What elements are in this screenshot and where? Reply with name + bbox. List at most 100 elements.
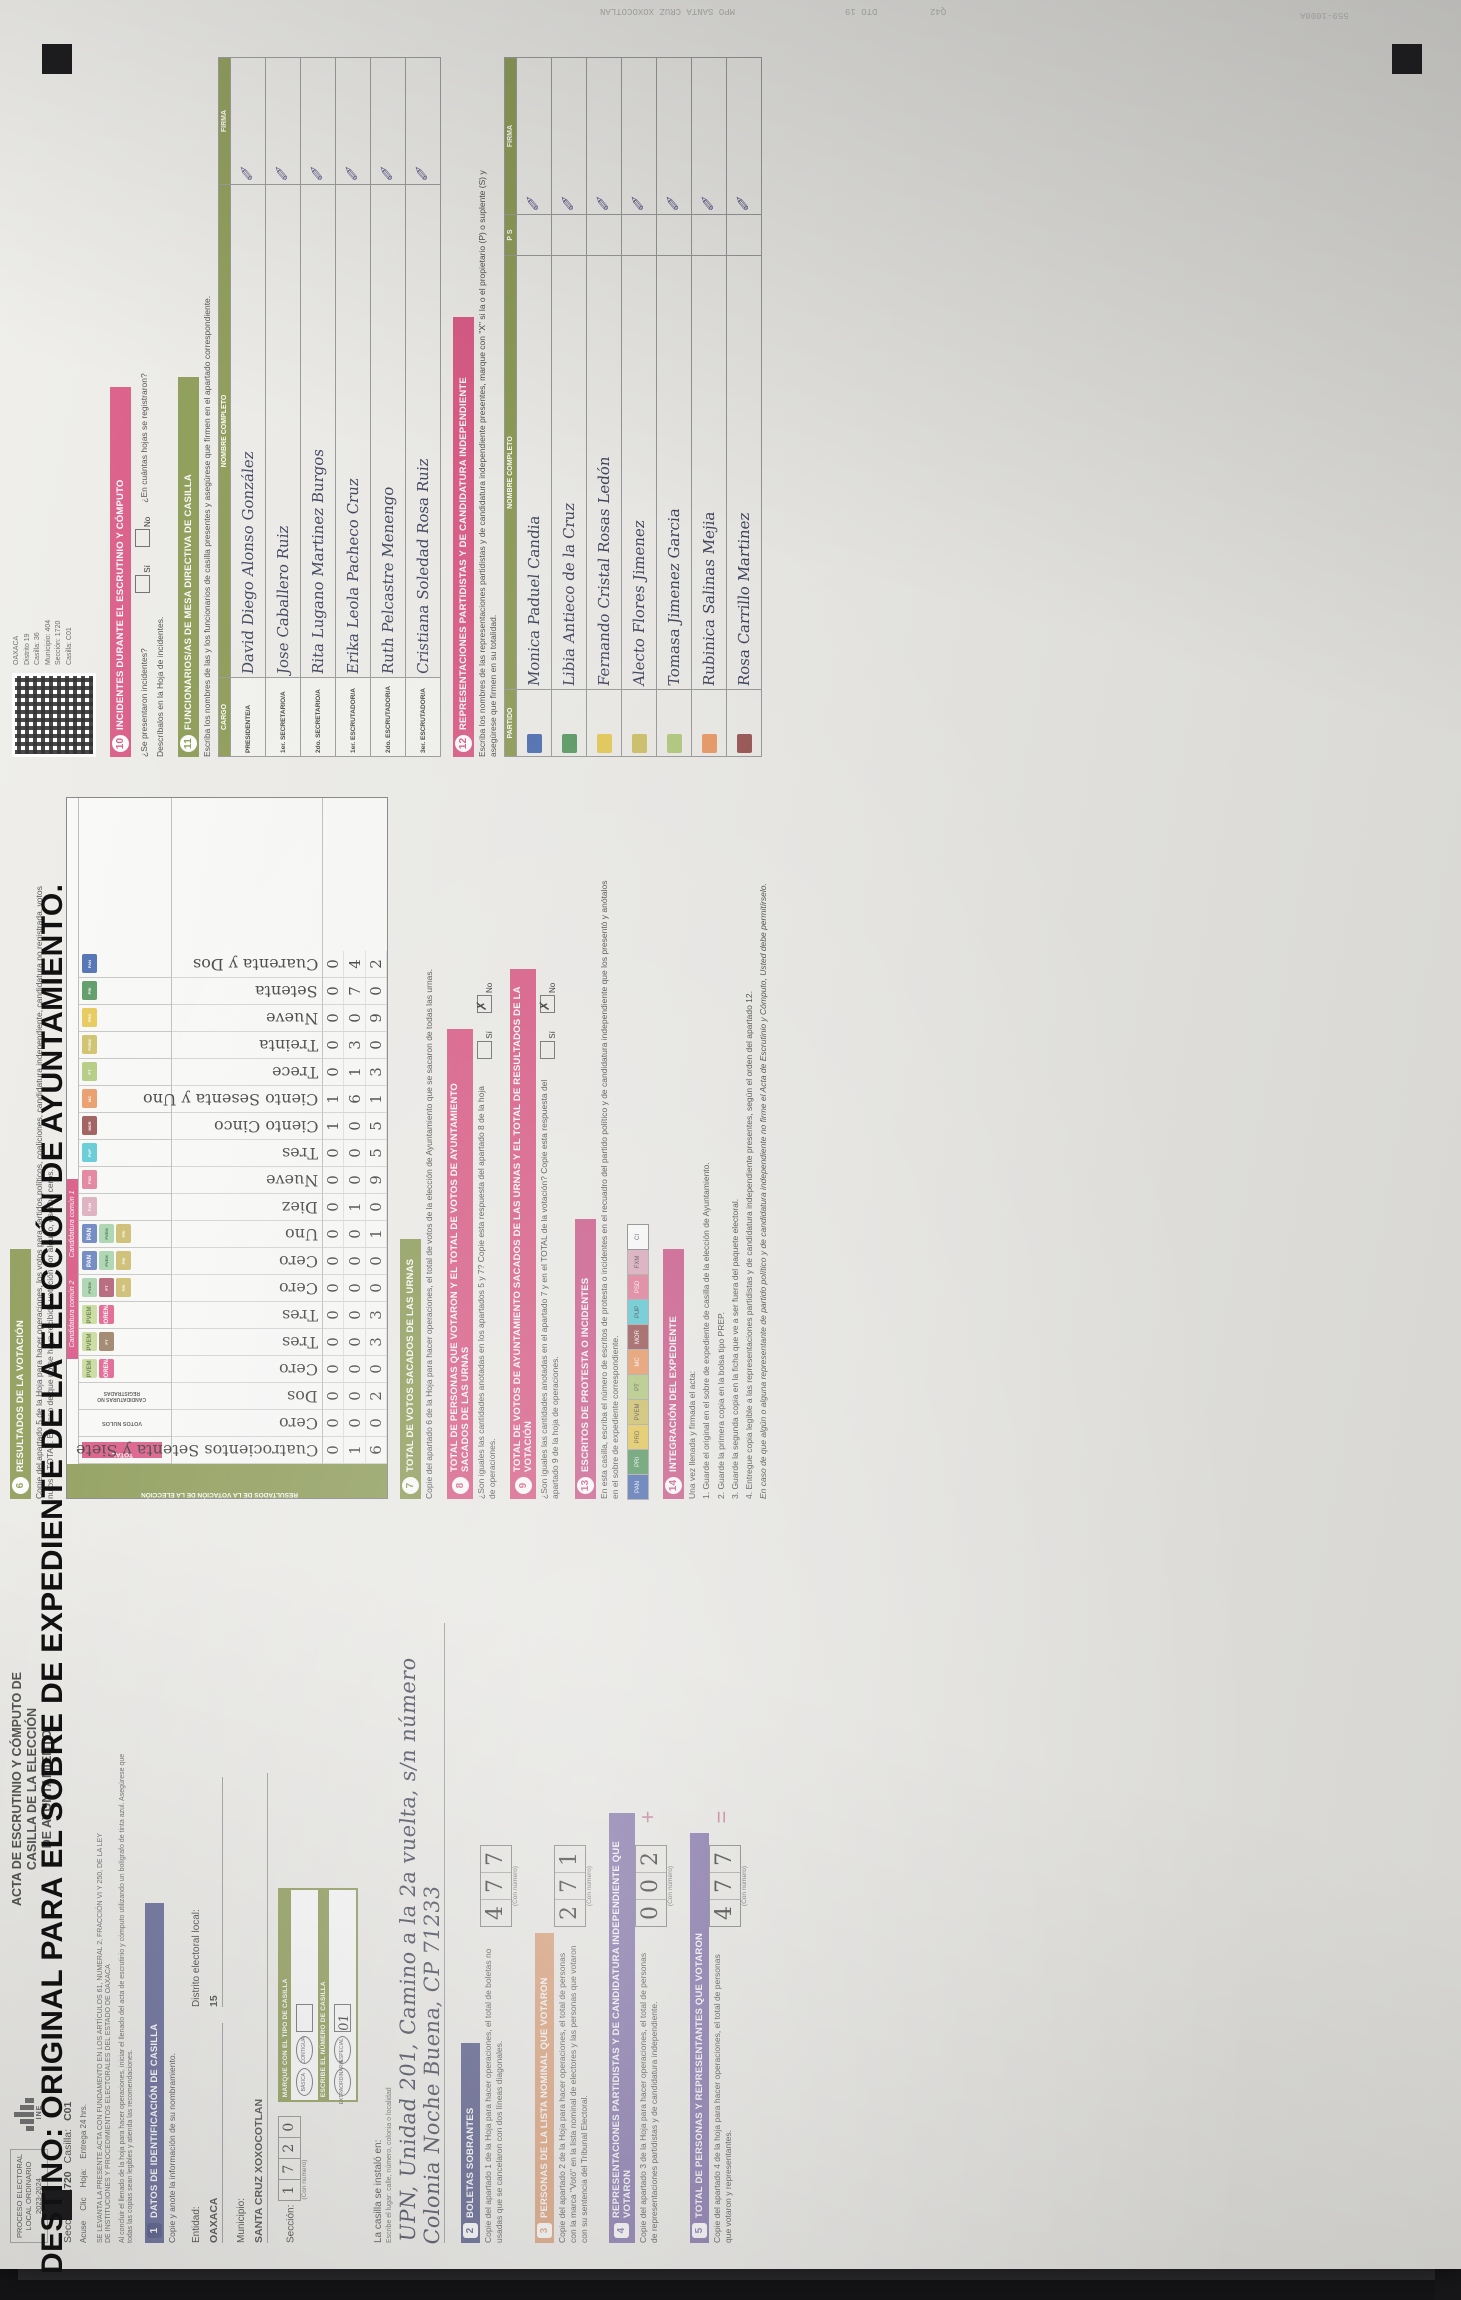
repr-ps-checkbox[interactable]: [656, 214, 692, 256]
repr-ps-checkbox[interactable]: [516, 214, 552, 256]
instalada-hint: Escribe el lugar: calle, número, colonia…: [385, 2087, 393, 2243]
escritos-box-pri[interactable]: PRI: [627, 1449, 650, 1475]
funcionario-nombre[interactable]: Cristiana Soledad Rosa Ruiz: [405, 184, 441, 678]
results-digit: 0: [323, 1248, 345, 1274]
funcionario-nombre[interactable]: Erika Leola Pacheco Cruz: [335, 184, 371, 678]
repr-firma[interactable]: ✐: [726, 57, 762, 215]
funcionario-firma[interactable]: ✐: [300, 57, 336, 185]
tipo-especial-option[interactable]: ESPECIAL: [333, 2036, 351, 2065]
escritos-box-prd[interactable]: PRD: [627, 1424, 650, 1450]
funcionario-firma[interactable]: ✐: [265, 57, 301, 185]
repr-firma[interactable]: ✐: [691, 57, 727, 215]
repr-nombre[interactable]: Tomasa Jimenez Garcia: [656, 255, 692, 690]
section-8-answer[interactable]: Sí No: [477, 983, 494, 1059]
escritos-box-mc[interactable]: MC: [627, 1349, 650, 1375]
repr-ps-checkbox[interactable]: [726, 214, 762, 256]
escritos-box-pan[interactable]: PAN: [627, 1474, 650, 1500]
seccion-digit-boxes[interactable]: 1 7 2 0: [277, 2116, 301, 2202]
funcionario-firma[interactable]: ✐: [335, 57, 371, 185]
repr-firma[interactable]: ✐: [621, 57, 657, 215]
repr-nombre[interactable]: Monica Paduel Candia: [516, 255, 552, 690]
escritos-protesta-strip[interactable]: PAN PRI PRD PVEM PT MC MOR PUP PSD FXM C…: [627, 759, 650, 1500]
escritos-box-pvem[interactable]: PVEM: [627, 1399, 650, 1425]
party-cell-cc2-b: PVEM PT: [79, 1329, 172, 1356]
funcionario-nombre[interactable]: Ruth Pelcastre Menengo: [370, 184, 406, 678]
funcionario-nombre[interactable]: David Diego Alonso González: [230, 184, 266, 678]
funcionario-firma[interactable]: ✐: [405, 57, 441, 185]
repr-nombre[interactable]: Rosa Carrillo Martinez: [726, 255, 762, 690]
representaciones-table-header-row: PARTIDO NOMBRE COMPLETO P S FIRMA: [504, 57, 517, 757]
incidentes-no-checkbox[interactable]: [135, 529, 150, 548]
section-9-si-checkbox[interactable]: [540, 1041, 556, 1059]
repr-ps-checkbox[interactable]: [551, 214, 587, 256]
tipo-contigua-option[interactable]: CONTIGUA: [295, 2036, 313, 2065]
tipo-casilla-number-box-1[interactable]: [295, 2004, 313, 2033]
boletas-sobrantes-value[interactable]: 4 7 7: [479, 1845, 512, 1927]
funcionario-nombre[interactable]: Jose Caballero Ruiz: [265, 184, 301, 678]
results-word-value: Ciento Sesenta y Uno: [142, 1090, 319, 1109]
seccion-con-numero: (Con número): [300, 2159, 308, 2200]
repr-ps-checkbox[interactable]: [691, 214, 727, 256]
section-2-chip: 2: [462, 2223, 478, 2238]
total-personas-votaron-value[interactable]: 4 7 7: [708, 1845, 741, 1927]
escritos-box-pt[interactable]: PT: [627, 1374, 650, 1400]
section-10-title: INCIDENTES DURANTE EL ESCRUTINIO Y CÓMPU…: [115, 479, 126, 730]
lista-nominal-value[interactable]: 2 7 1: [553, 1845, 586, 1927]
repr-firma[interactable]: ✐: [516, 57, 552, 215]
escritos-box-ci[interactable]: CI: [627, 1224, 650, 1250]
repr-nombre[interactable]: Fernando Cristal Rosas Ledón: [586, 255, 622, 690]
tipo-casilla-box[interactable]: MARQUE CON EL TIPO DE CASILLA BÁSICA CON…: [277, 1888, 358, 2104]
funcionario-firma[interactable]: ✐: [370, 57, 406, 185]
section-8-no-checkbox[interactable]: [477, 995, 493, 1014]
section-10-chip: 10: [112, 735, 129, 752]
section-8-si-checkbox[interactable]: [477, 1041, 493, 1059]
section-9-answer[interactable]: Sí No: [540, 983, 557, 1059]
repr-firma[interactable]: ✐: [586, 57, 622, 215]
results-digit: 0: [344, 1005, 366, 1031]
incidentes-si-checkbox[interactable]: [135, 575, 150, 593]
funcionario-cargo: 2do. SECRETARIO/A: [300, 677, 336, 757]
section-1-header: 1 DATOS DE IDENTIFICACIÓN DE CASILLA: [144, 1903, 164, 2243]
representaciones-votaron-value[interactable]: 0 0 2: [634, 1845, 667, 1927]
tipo-basica-option[interactable]: BÁSICA: [295, 2068, 313, 2097]
repr-nombre[interactable]: Rubinica Salinas Mejia: [691, 255, 727, 690]
funcionario-firma[interactable]: ✐: [230, 57, 266, 185]
section-9-no-checkbox[interactable]: [540, 995, 556, 1014]
section-10-answer[interactable]: Sí No: [135, 517, 152, 593]
escritos-box-pup[interactable]: PUP: [627, 1299, 650, 1325]
escritos-box-psd[interactable]: PSD: [627, 1274, 650, 1300]
repr-firma[interactable]: ✐: [551, 57, 587, 215]
escritos-box-fxm[interactable]: FXM: [627, 1249, 650, 1275]
repr-ps-checkbox[interactable]: [586, 214, 622, 256]
results-word-value: Setenta: [255, 982, 319, 1001]
repr-firma[interactable]: ✐: [656, 57, 692, 215]
repr-nombre[interactable]: Alecto Flores Jimenez: [621, 255, 657, 690]
tipo-casilla-number-box-2[interactable]: 01: [333, 2004, 352, 2033]
total-personas-digit-3: 7: [712, 1852, 738, 1866]
escritos-box-morena[interactable]: MOR: [627, 1324, 650, 1350]
repr-nombre[interactable]: Libia Antieco de la Cruz: [551, 255, 587, 690]
repr-ps-checkbox[interactable]: [621, 214, 657, 256]
funcionario-nombre[interactable]: Rita Lugano Martinez Burgos: [300, 184, 336, 678]
tipo-extraordinaria-option[interactable]: EXTRAORDINARIA: [333, 2060, 351, 2104]
